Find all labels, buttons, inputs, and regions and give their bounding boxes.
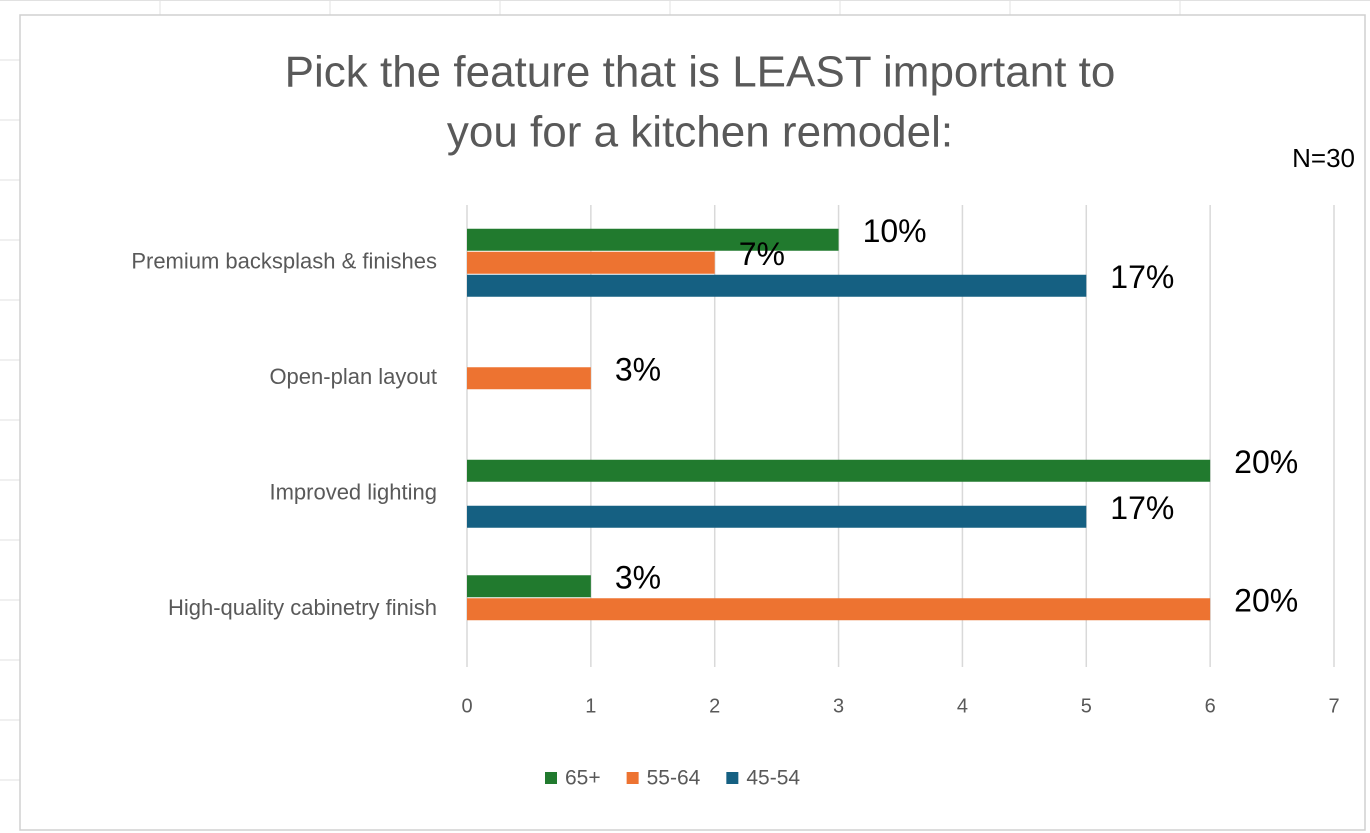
bar [467, 367, 591, 390]
spreadsheet-grid [0, 0, 1370, 781]
bar [467, 505, 1087, 528]
legend-swatch [626, 772, 639, 784]
legend-swatch [726, 772, 739, 784]
x-tick-label: 0 [461, 695, 472, 717]
data-label: 3% [615, 560, 661, 596]
bar [467, 251, 715, 274]
bar [467, 598, 1211, 621]
chart-area [19, 14, 1366, 831]
x-tick-label: 7 [1328, 695, 1339, 717]
chart-title: you for a kitchen remodel: [447, 108, 953, 157]
annotation: N=30 [1292, 143, 1355, 173]
data-label: 17% [1110, 490, 1174, 526]
chart-title: Pick the feature that is LEAST important… [285, 48, 1116, 97]
x-tick-label: 1 [585, 695, 596, 717]
y-tick-label: Improved lighting [269, 480, 437, 505]
data-label: 3% [615, 352, 661, 388]
y-tick-label: Open-plan layout [269, 364, 437, 389]
bar [467, 274, 1087, 297]
x-tick-label: 2 [709, 695, 720, 717]
bar [467, 575, 591, 598]
data-label: 10% [863, 213, 927, 249]
data-label: 17% [1110, 259, 1174, 295]
y-tick-label: Premium backsplash & finishes [131, 249, 437, 274]
y-tick-label: High-quality cabinetry finish [168, 595, 437, 620]
x-tick-label: 6 [1205, 695, 1216, 717]
legend-label: 65+ [565, 767, 601, 790]
bar [467, 459, 1211, 482]
legend-swatch [545, 772, 557, 784]
x-tick-label: 4 [957, 695, 968, 717]
legend-label: 55-64 [647, 767, 701, 790]
data-label: 20% [1234, 583, 1298, 619]
x-tick-label: 3 [833, 695, 844, 717]
legend-label: 45-54 [746, 767, 800, 790]
data-label: 20% [1234, 444, 1298, 480]
bar [467, 228, 839, 251]
data-label: 7% [739, 236, 785, 272]
x-tick-label: 5 [1081, 695, 1092, 717]
